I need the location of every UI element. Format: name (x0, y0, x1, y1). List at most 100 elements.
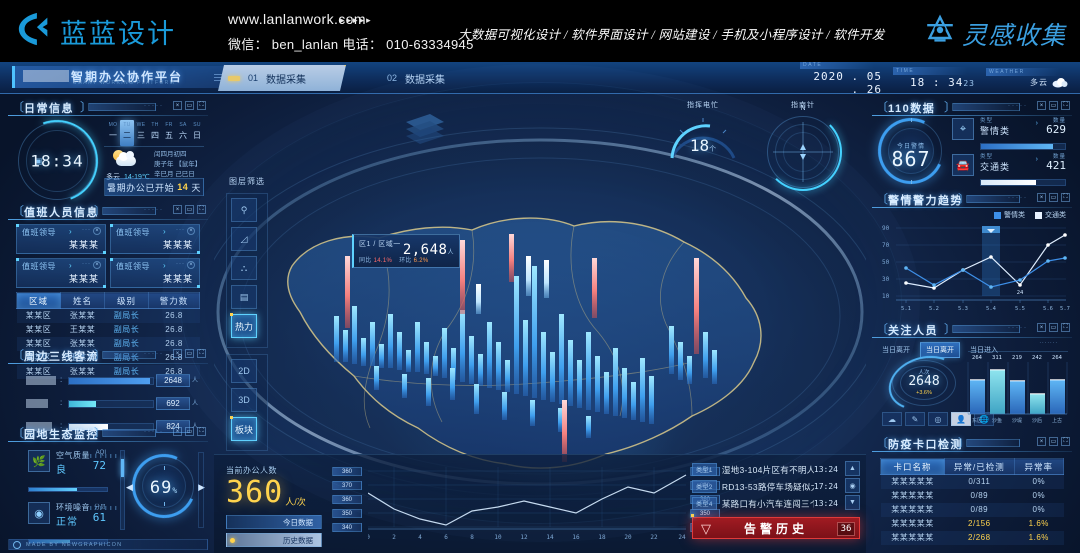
weekday-today-highlight (120, 120, 134, 146)
watch-tab-2[interactable]: 当日离开 (920, 342, 960, 358)
close-icon[interactable]: × (173, 205, 182, 214)
table-row[interactable]: 某某某某某 0/89 0% (880, 502, 1064, 517)
minimize-icon[interactable]: ▭ (1049, 193, 1058, 202)
time-hhmm: 18 : 34 (910, 76, 964, 89)
tooltip-metric2-label: 环比 (399, 258, 412, 264)
checkpoint-col-rate[interactable]: 异常率 (1013, 458, 1065, 475)
close-icon[interactable]: × (173, 349, 182, 358)
expand-icon[interactable]: ⛶ (1061, 193, 1070, 202)
weekday-item: MO 一 (108, 122, 118, 140)
tab-data-collection-2[interactable]: 02 数据采集 (352, 65, 480, 91)
panel-trend-window-buttons[interactable]: × ▭ ⛶ (1037, 193, 1070, 202)
expand-icon[interactable]: ⛶ (1061, 437, 1070, 446)
minimize-icon[interactable]: ▭ (185, 101, 194, 110)
table-row[interactable]: 某某区 张某某 副局长 26.8 (16, 336, 200, 351)
expand-icon[interactable]: ⛶ (197, 427, 206, 436)
scroll-up-icon[interactable]: ▲ (845, 461, 860, 476)
alert-row[interactable]: 类型2 RD13-53路停车场疑似大灾 17:24 (692, 478, 838, 495)
watch-icon-strip[interactable]: ☁ ✎ ◎ 👤 🌐 (882, 412, 994, 426)
leader-card[interactable]: 值班领导 › ··· × 某某某 (110, 258, 200, 288)
view-3d-button[interactable]: 3D (231, 388, 257, 412)
panel-daily-window-buttons[interactable]: × ▭ ⛶ (173, 101, 206, 110)
view-2d-button[interactable]: 2D (231, 359, 257, 383)
staff-col-region[interactable]: 区域 (15, 292, 62, 309)
table-row[interactable]: 某某某某某 2/268 1.6% (880, 530, 1064, 545)
close-icon[interactable]: × (1037, 193, 1046, 202)
minimize-icon[interactable]: ▭ (1049, 437, 1058, 446)
bracket-left-icon: 〔 (876, 100, 889, 114)
close-icon[interactable]: × (173, 427, 182, 436)
alarm-history-button[interactable]: ▽ 告警历史 36 (691, 514, 860, 539)
staff-col-force[interactable]: 警力数 (148, 292, 200, 309)
panel-checkpoint-window-buttons[interactable]: × ▭ ⛶ (1037, 437, 1070, 446)
office-chart-ylabels: 360 370 360 350 340 (332, 467, 362, 537)
slider-thumb[interactable] (121, 459, 124, 477)
minimize-icon[interactable]: ▭ (1049, 101, 1058, 110)
panel-traffic-window-buttons[interactable]: × ▭ ⛶ (173, 349, 206, 358)
watch-tabs[interactable]: 当日离开 当日离开 当日进入 (876, 342, 1004, 358)
close-icon[interactable]: × (1037, 101, 1046, 110)
layer-building-icon[interactable]: ⛬ (231, 256, 257, 280)
table-row[interactable]: 某某区 张某某 副局长 26.8 (16, 308, 200, 323)
minimize-icon[interactable]: ▭ (185, 349, 194, 358)
map-compass-widget[interactable]: 指南针 N (758, 100, 848, 191)
table-row[interactable]: 某某某某某 0/89 0% (891, 491, 1046, 500)
layer-list-icon[interactable]: ▤ (231, 285, 257, 309)
cloud-icon[interactable]: ☁ (882, 412, 902, 426)
minimize-icon[interactable]: ▭ (185, 205, 194, 214)
close-icon[interactable]: × (93, 261, 101, 269)
minimize-icon[interactable]: ▭ (185, 427, 194, 436)
panel-110-window-buttons[interactable]: × ▭ ⛶ (1037, 101, 1070, 110)
pen-icon[interactable]: ✎ (905, 412, 925, 426)
person-icon[interactable]: 👤 (951, 412, 971, 426)
expand-icon[interactable]: ⛶ (1061, 323, 1070, 332)
leader-name: 某某某 (162, 274, 193, 284)
alert-scroll-controls[interactable]: ▲ ◉ ▼ (845, 461, 860, 510)
map-area[interactable]: 图层筛选 ⚲ ◿ ⛬ ▤ 热力 2D 3D 板块 区1 / 区域一 2 (214, 96, 866, 553)
alert-row[interactable]: 类型1 湿地3-104片区有不明人员闯入 13:24 (692, 461, 838, 478)
staff-col-level[interactable]: 级别 (104, 292, 150, 309)
table-row[interactable]: 某某某某某 0/311 0% (880, 474, 1064, 489)
close-icon[interactable]: × (187, 227, 195, 235)
layer-location-icon[interactable]: ⚲ (231, 198, 257, 222)
leader-card[interactable]: 值班领导 › ··· × 某某某 (16, 224, 106, 254)
panel-eco-window-buttons[interactable]: × ▭ ⛶ (173, 427, 206, 436)
watch-tab-1[interactable]: 当日离开 (882, 347, 910, 354)
layer-sector-icon[interactable]: ◿ (231, 227, 257, 251)
checkpoint-col-name[interactable]: 卡口名称 (879, 458, 946, 475)
staff-col-name[interactable]: 姓名 (60, 292, 106, 309)
alert-row[interactable]: 类型4 某路口有小汽车连闯三个红灯 13:24 (692, 495, 838, 512)
expand-icon[interactable]: ⛶ (1061, 101, 1070, 110)
map-layer-toolbar[interactable]: 图层筛选 ⚲ ◿ ⛬ ▤ 热力 2D 3D 板块 (226, 176, 268, 451)
watch-tab-3[interactable]: 当日进入 (970, 347, 998, 354)
expand-icon[interactable]: ⛶ (197, 349, 206, 358)
expand-icon[interactable]: ⛶ (197, 205, 206, 214)
eco-vertical-slider[interactable] (120, 450, 125, 530)
close-icon[interactable]: × (93, 227, 101, 235)
target-icon[interactable]: ◎ (928, 412, 948, 426)
panel-watch-body: 当日离开 当日离开 当日进入 人次 2648 +3.6% ☁ ✎ ◎ (872, 338, 1072, 428)
time-label: TIME (893, 67, 967, 75)
more-dots-icon: ··· (82, 261, 91, 267)
compass[interactable]: N (764, 105, 842, 191)
minimize-icon[interactable]: ▭ (1049, 323, 1058, 332)
btn-history-data[interactable]: 历史数据 (226, 533, 322, 547)
layer-heat-icon[interactable]: 热力 (230, 313, 257, 338)
leader-card[interactable]: 值班领导 › ··· × 某某某 (110, 224, 200, 254)
checkpoint-col-detected[interactable]: 异常/已检测 (944, 458, 1015, 475)
scroll-down-icon[interactable]: ▼ (845, 495, 860, 510)
close-icon[interactable]: × (1037, 323, 1046, 332)
panel-staff-window-buttons[interactable]: × ▭ ⛶ (173, 205, 206, 214)
pause-icon[interactable]: ◉ (845, 478, 860, 493)
btn-today-data[interactable]: 今日数据 (226, 515, 322, 529)
leader-card[interactable]: 值班领导 › ··· × 某某某 (16, 258, 106, 288)
view-block-button[interactable]: 板块 (230, 416, 257, 441)
table-row[interactable]: 某某某某某 2/156 1.6% (891, 519, 1049, 528)
close-icon[interactable]: × (173, 101, 182, 110)
expand-icon[interactable]: ⛶ (197, 101, 206, 110)
close-icon[interactable]: × (1037, 437, 1046, 446)
tab-data-collection-1[interactable]: 01 数据采集 (218, 65, 346, 91)
panel-watch-window-buttons[interactable]: × ▭ ⛶ (1037, 323, 1070, 332)
close-icon[interactable]: × (187, 261, 195, 269)
